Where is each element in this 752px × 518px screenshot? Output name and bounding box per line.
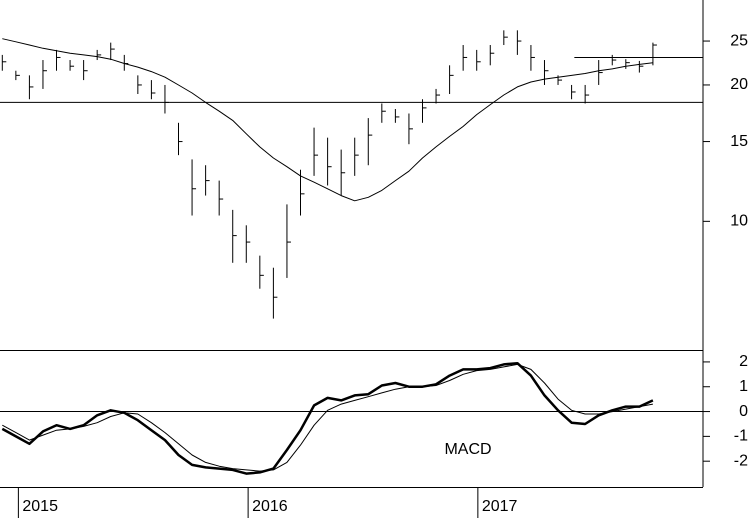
x-tick-label: 2015 <box>22 498 58 515</box>
y-tick-label: 20 <box>730 76 748 93</box>
macd-label: MACD <box>444 441 491 458</box>
y-tick-label: -1 <box>734 428 748 445</box>
y-tick-label: -2 <box>734 452 748 469</box>
y-tick-label: 2 <box>739 353 748 370</box>
x-tick-label: 2017 <box>482 498 518 515</box>
y-tick-label: 15 <box>730 133 748 150</box>
series-line <box>2 38 653 202</box>
series-line <box>2 363 653 472</box>
x-tick-label: 2016 <box>252 498 288 515</box>
y-tick-label: 10 <box>730 213 748 230</box>
y-tick-label: 0 <box>739 403 748 420</box>
y-tick-label: 25 <box>730 32 748 49</box>
series-line <box>1 361 654 475</box>
y-tick-label: 1 <box>739 378 748 395</box>
